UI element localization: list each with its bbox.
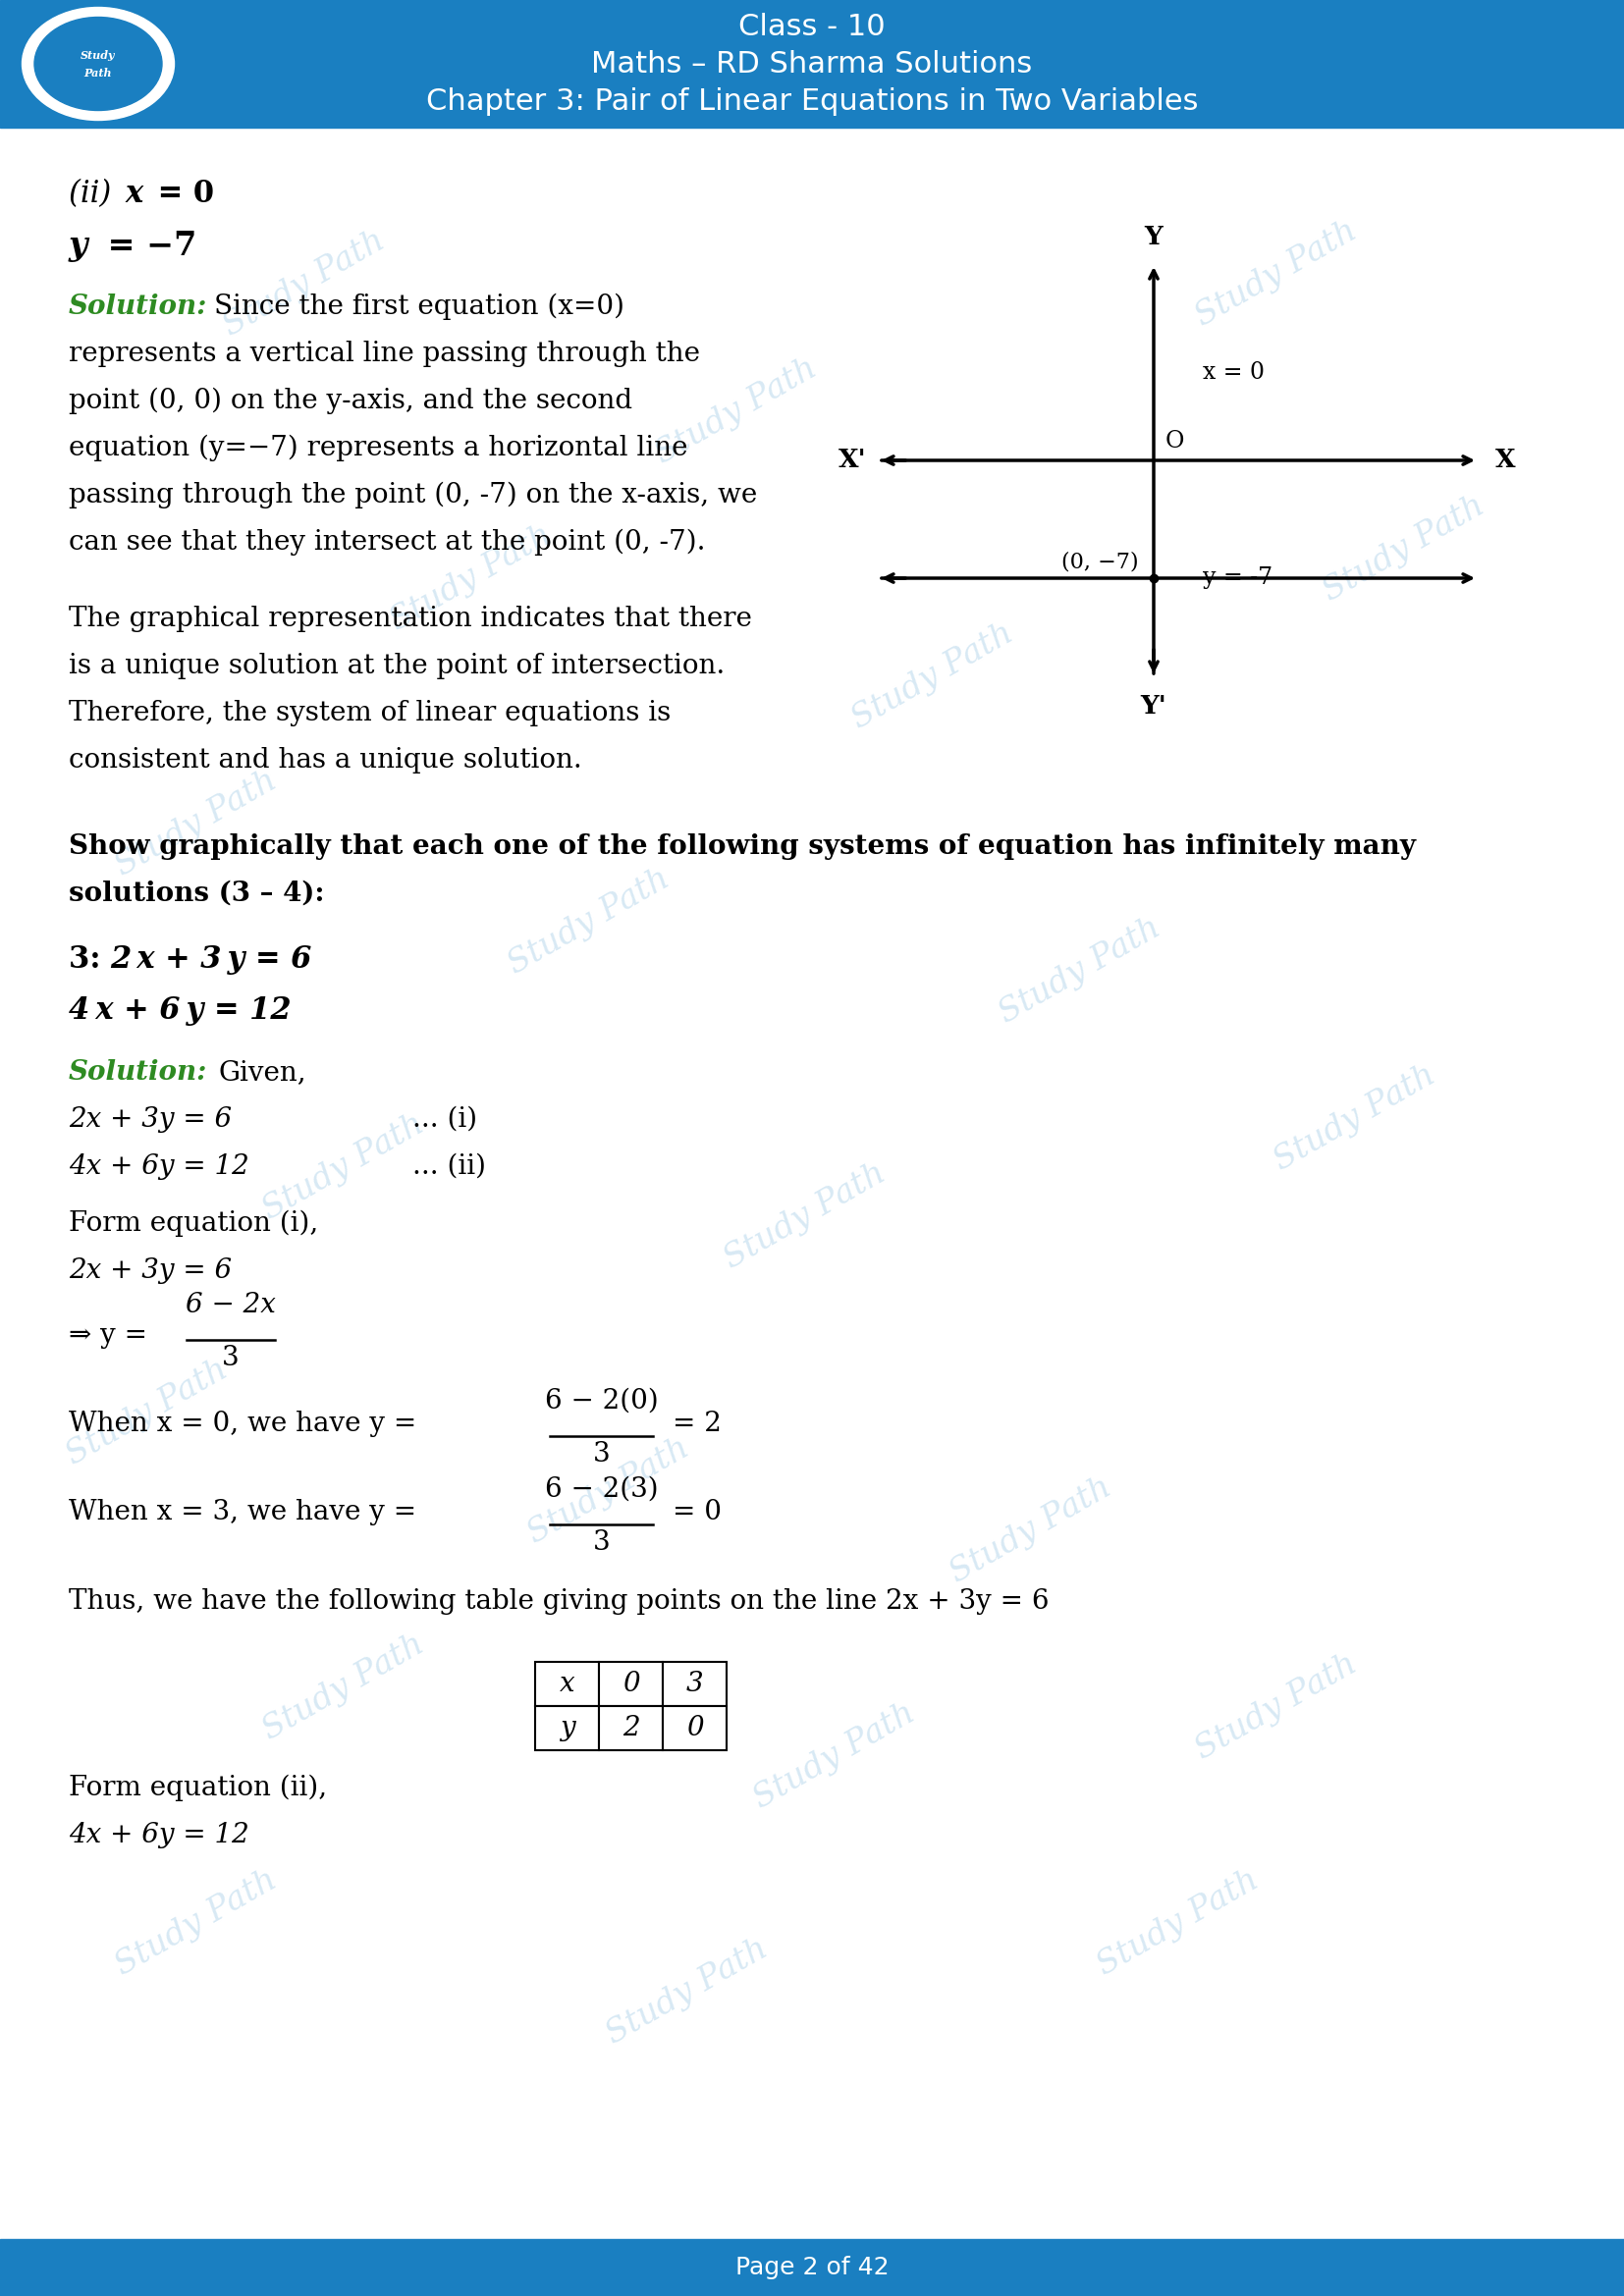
Text: ⇒ y =: ⇒ y =	[68, 1322, 156, 1350]
Text: Study Path: Study Path	[385, 519, 557, 636]
Text: 3: 3	[685, 1671, 703, 1697]
Text: 6 − 2(0): 6 − 2(0)	[544, 1389, 658, 1414]
Bar	[0, 0, 1624, 129]
Text: Form equation (ii),: Form equation (ii),	[68, 1775, 326, 1802]
Bar	[663, 1662, 726, 1706]
Text: Study Path: Study Path	[1317, 489, 1491, 608]
Bar	[599, 1662, 663, 1706]
Text: = 0: = 0	[148, 179, 214, 209]
Text: O: O	[1166, 429, 1184, 452]
Text: is a unique solution at the point of intersection.: is a unique solution at the point of int…	[68, 652, 724, 680]
Text: Study Path: Study Path	[110, 1864, 283, 1981]
Text: Maths – RD Sharma Solutions: Maths – RD Sharma Solutions	[591, 51, 1033, 78]
Text: Study Path: Study Path	[749, 1697, 921, 1814]
Text: 3: 3	[593, 1529, 611, 1557]
Bar	[0, 2239, 1624, 2296]
Text: 3: 3	[593, 1442, 611, 1467]
Text: 3:: 3:	[68, 944, 110, 976]
Text: 4 x + 6 y = 12: 4 x + 6 y = 12	[68, 996, 291, 1026]
Text: = 0: = 0	[672, 1499, 721, 1527]
Text: When x = 3, we have y =: When x = 3, we have y =	[68, 1499, 425, 1527]
Bar	[536, 1706, 599, 1750]
Bar	[536, 1662, 599, 1706]
Text: Study Path: Study Path	[258, 1628, 430, 1747]
Text: solutions (3 – 4):: solutions (3 – 4):	[68, 879, 325, 907]
Text: Study: Study	[81, 51, 115, 62]
Text: Path: Path	[84, 69, 112, 78]
Text: Study Path: Study Path	[1268, 1058, 1440, 1178]
Text: Study Path: Study Path	[110, 765, 283, 882]
Text: = −7: = −7	[96, 230, 197, 262]
Text: Study Path: Study Path	[218, 225, 391, 342]
Text: point (0, 0) on the y-axis, and the second: point (0, 0) on the y-axis, and the seco…	[68, 388, 632, 416]
Text: 4x + 6y = 12: 4x + 6y = 12	[68, 1153, 248, 1180]
Text: X': X'	[840, 448, 867, 473]
Text: 6 − 2x: 6 − 2x	[185, 1293, 276, 1318]
Text: = 2: = 2	[672, 1412, 721, 1437]
Text: Study Path: Study Path	[1190, 1649, 1363, 1766]
Text: consistent and has a unique solution.: consistent and has a unique solution.	[68, 746, 581, 774]
Text: Study Path: Study Path	[650, 354, 823, 471]
Text: can see that they intersect at the point (0, -7).: can see that they intersect at the point…	[68, 528, 705, 556]
Text: Chapter 3: Pair of Linear Equations in Two Variables: Chapter 3: Pair of Linear Equations in T…	[425, 87, 1199, 115]
Text: Study Path: Study Path	[62, 1355, 234, 1472]
Text: Study Path: Study Path	[1091, 1864, 1265, 1981]
Text: Therefore, the system of linear equations is: Therefore, the system of linear equation…	[68, 700, 671, 726]
Text: 2x + 3y = 6: 2x + 3y = 6	[68, 1258, 232, 1283]
Text: x: x	[559, 1671, 575, 1697]
Text: Since the first equation (x=0): Since the first equation (x=0)	[214, 294, 625, 321]
Text: x: x	[125, 179, 143, 209]
Text: Study Path: Study Path	[719, 1157, 892, 1274]
Text: The graphical representation indicates that there: The graphical representation indicates t…	[68, 606, 752, 631]
Text: Study Path: Study Path	[601, 1933, 773, 2050]
Text: Study Path: Study Path	[258, 1109, 430, 1226]
Text: X: X	[1496, 448, 1515, 473]
Text: Solution:: Solution:	[68, 294, 208, 319]
Text: Solution:: Solution:	[68, 1058, 208, 1086]
Text: 3: 3	[222, 1345, 239, 1371]
Text: y: y	[559, 1715, 575, 1740]
Text: 2 x + 3 y = 6: 2 x + 3 y = 6	[110, 944, 312, 976]
Text: Study Path: Study Path	[994, 912, 1166, 1029]
Text: Show graphically that each one of the following systems of equation has infinite: Show graphically that each one of the fo…	[68, 833, 1416, 861]
Text: 0: 0	[622, 1671, 640, 1697]
Text: Y': Y'	[1140, 693, 1166, 719]
Text: 0: 0	[685, 1715, 703, 1740]
Text: ... (i): ... (i)	[412, 1107, 477, 1132]
Text: Thus, we have the following table giving points on the line 2x + 3y = 6: Thus, we have the following table giving…	[68, 1589, 1049, 1614]
Text: Y: Y	[1145, 225, 1163, 250]
Text: ... (ii): ... (ii)	[412, 1153, 486, 1180]
Text: y = -7: y = -7	[1203, 567, 1273, 590]
Text: Form equation (i),: Form equation (i),	[68, 1210, 318, 1238]
Text: Study Path: Study Path	[945, 1472, 1117, 1589]
Text: Class - 10: Class - 10	[739, 14, 885, 41]
Bar	[599, 1706, 663, 1750]
Text: Page 2 of 42: Page 2 of 42	[736, 2255, 888, 2280]
Text: (ii): (ii)	[68, 179, 120, 209]
Text: (0, −7): (0, −7)	[1062, 551, 1138, 574]
Text: 4x + 6y = 12: 4x + 6y = 12	[68, 1823, 248, 1848]
Bar	[663, 1706, 726, 1750]
Ellipse shape	[23, 7, 174, 119]
Text: Study Path: Study Path	[503, 863, 676, 980]
Text: represents a vertical line passing through the: represents a vertical line passing throu…	[68, 340, 700, 367]
Text: equation (y=−7) represents a horizontal line: equation (y=−7) represents a horizontal …	[68, 434, 689, 461]
Text: x = 0: x = 0	[1203, 360, 1265, 383]
Text: Given,: Given,	[218, 1058, 305, 1086]
Text: Study Path: Study Path	[846, 618, 1018, 735]
Text: y: y	[68, 230, 88, 262]
Text: Study Path: Study Path	[523, 1433, 695, 1550]
Text: 2x + 3y = 6: 2x + 3y = 6	[68, 1107, 232, 1132]
Text: When x = 0, we have y =: When x = 0, we have y =	[68, 1412, 425, 1437]
Ellipse shape	[34, 16, 162, 110]
Text: 2: 2	[622, 1715, 640, 1740]
Text: passing through the point (0, -7) on the x-axis, we: passing through the point (0, -7) on the…	[68, 482, 757, 510]
Text: Study Path: Study Path	[1190, 216, 1363, 333]
Text: 6 − 2(3): 6 − 2(3)	[544, 1476, 658, 1504]
